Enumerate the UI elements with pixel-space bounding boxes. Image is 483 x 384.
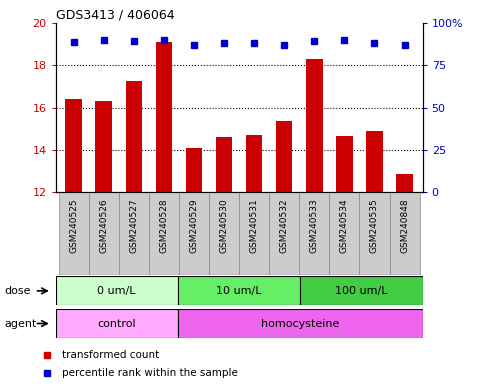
Bar <box>156 42 172 192</box>
Bar <box>96 101 112 192</box>
Bar <box>65 99 82 192</box>
Text: GSM240533: GSM240533 <box>310 199 319 253</box>
Bar <box>185 148 202 192</box>
Text: 100 um/L: 100 um/L <box>335 286 388 296</box>
Text: percentile rank within the sample: percentile rank within the sample <box>62 367 238 377</box>
Text: GSM240532: GSM240532 <box>280 199 289 253</box>
Bar <box>239 192 269 275</box>
Bar <box>336 136 353 192</box>
Text: GSM240526: GSM240526 <box>99 199 108 253</box>
Text: GSM240529: GSM240529 <box>189 199 199 253</box>
Bar <box>149 192 179 275</box>
Bar <box>276 121 293 192</box>
Text: control: control <box>98 318 136 329</box>
Bar <box>366 131 383 192</box>
Text: agent: agent <box>5 318 37 329</box>
Bar <box>209 192 239 275</box>
Bar <box>306 59 323 192</box>
Text: GSM240527: GSM240527 <box>129 199 138 253</box>
Bar <box>216 137 232 192</box>
Bar <box>299 192 329 275</box>
Bar <box>126 81 142 192</box>
Text: GSM240525: GSM240525 <box>69 199 78 253</box>
Text: transformed count: transformed count <box>62 350 159 360</box>
Bar <box>119 192 149 275</box>
Text: GSM240528: GSM240528 <box>159 199 169 253</box>
Bar <box>89 192 119 275</box>
Bar <box>56 309 178 338</box>
Text: dose: dose <box>5 286 31 296</box>
Text: 0 um/L: 0 um/L <box>98 286 136 296</box>
Text: GSM240534: GSM240534 <box>340 199 349 253</box>
Bar <box>396 174 413 192</box>
Text: homocysteine: homocysteine <box>261 318 340 329</box>
Bar <box>56 276 178 305</box>
Text: GSM240535: GSM240535 <box>370 199 379 253</box>
Bar <box>389 192 420 275</box>
Text: GSM240848: GSM240848 <box>400 199 409 253</box>
Bar <box>246 135 262 192</box>
Bar <box>179 192 209 275</box>
Bar <box>58 192 89 275</box>
Text: 10 um/L: 10 um/L <box>216 286 262 296</box>
Text: GSM240530: GSM240530 <box>220 199 228 253</box>
Bar <box>359 192 389 275</box>
Bar <box>178 276 300 305</box>
Bar <box>300 276 423 305</box>
Text: GDS3413 / 406064: GDS3413 / 406064 <box>56 9 174 22</box>
Bar <box>329 192 359 275</box>
Bar <box>178 309 423 338</box>
Bar <box>269 192 299 275</box>
Text: GSM240531: GSM240531 <box>250 199 258 253</box>
